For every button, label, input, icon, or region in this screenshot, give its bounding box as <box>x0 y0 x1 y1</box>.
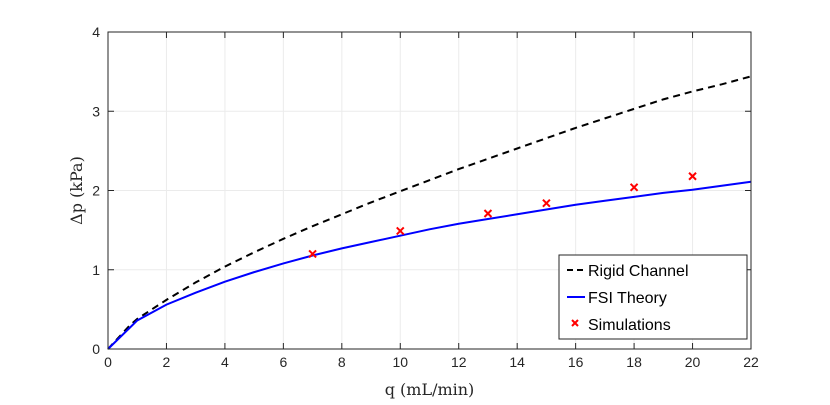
x-tick-label: 6 <box>279 354 287 370</box>
x-tick-label: 10 <box>392 354 408 370</box>
x-tick-label: 4 <box>221 354 229 370</box>
simulation-point <box>688 172 697 181</box>
y-tick-label: 2 <box>92 183 100 199</box>
legend-label-simulations: Simulations <box>588 317 671 334</box>
y-tick-label: 4 <box>92 24 100 40</box>
y-tick-label: 0 <box>92 341 100 357</box>
y-axis-ticks: 0 1 2 3 4 <box>92 24 751 357</box>
simulation-point <box>396 226 405 236</box>
series-group <box>107 75 752 350</box>
x-tick-label: 16 <box>568 354 584 370</box>
simulation-point <box>483 209 493 218</box>
x-tick-label: 2 <box>163 354 171 370</box>
legend-label-fsi-theory: FSI Theory <box>588 290 667 307</box>
simulation-point <box>308 249 317 259</box>
x-tick-label: 0 <box>104 354 112 370</box>
legend: Rigid Channel FSI Theory Simulations <box>558 254 748 340</box>
legend-sample-simulations <box>571 319 579 327</box>
x-tick-label: 22 <box>743 354 759 370</box>
x-tick-label: 18 <box>626 354 642 370</box>
y-tick-label: 3 <box>92 103 100 119</box>
x-tick-label: 8 <box>338 354 346 370</box>
x-tick-label: 14 <box>509 354 525 370</box>
x-axis-ticks: 0 2 4 6 8 10 12 14 16 18 20 22 <box>104 32 759 370</box>
series-line-fsi-theory <box>107 180 752 350</box>
x-axis-label: q (mL/min) <box>385 380 475 399</box>
simulation-point <box>542 198 551 208</box>
legend-box <box>558 254 748 340</box>
legend-label-rigid-channel: Rigid Channel <box>588 263 689 280</box>
y-axis-label: Δp (kPa) <box>67 156 86 225</box>
simulation-point <box>629 183 639 192</box>
series-line-rigid-channel <box>107 75 752 350</box>
y-tick-label: 1 <box>92 262 100 278</box>
x-tick-label: 12 <box>451 354 467 370</box>
x-tick-label: 20 <box>685 354 701 370</box>
